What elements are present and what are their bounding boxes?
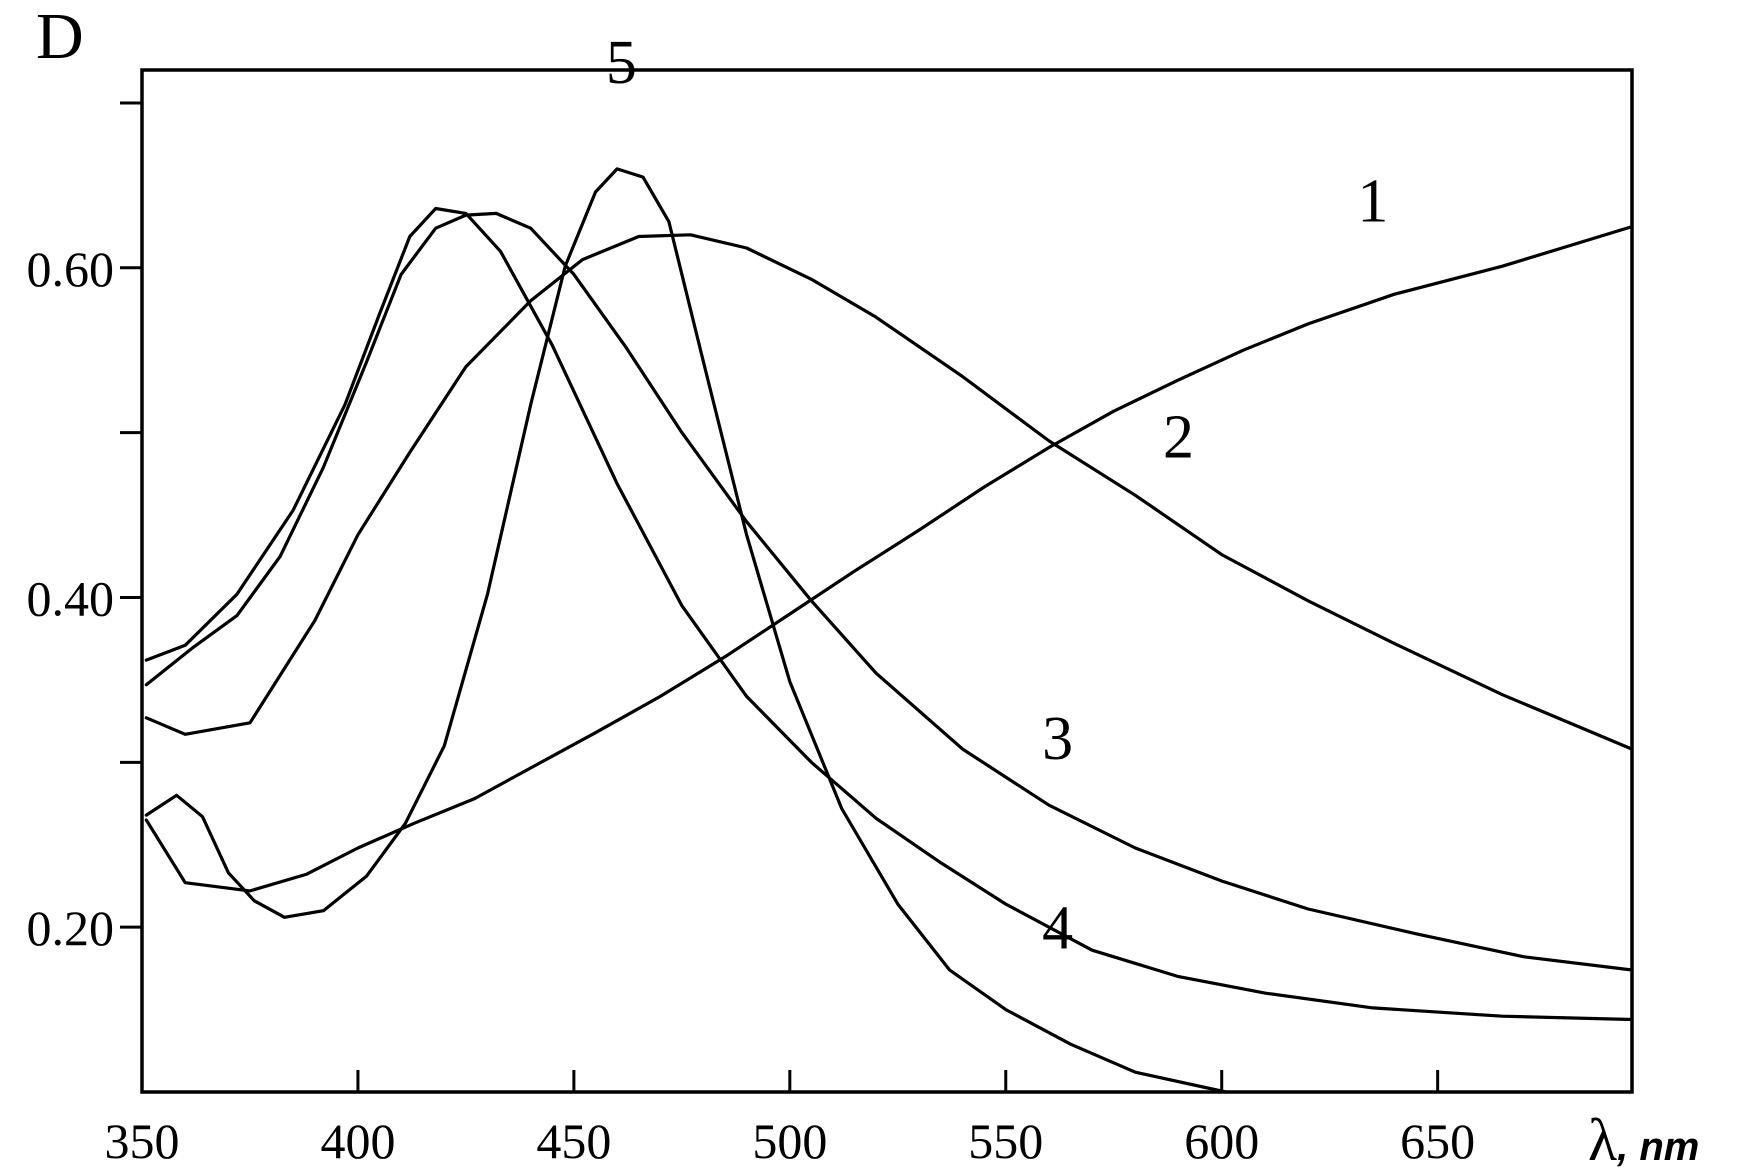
x-tick-label-350: 350 [105,1113,180,1169]
curve-5 [144,167,1228,1094]
y-axis-label: D [36,0,84,73]
x-tick-label-400: 400 [320,1113,395,1169]
curve-label-1: 1 [1357,168,1388,236]
x-axis-label-unit: , nm [1616,1125,1699,1169]
curve-label-4: 4 [1042,895,1073,963]
x-tick-label-600: 600 [1184,1113,1259,1169]
curve-label-3: 3 [1042,705,1073,773]
curve-2 [144,233,1634,751]
y-tick-label-0.40: 0.40 [27,570,115,626]
y-tick-label-0.20: 0.20 [27,900,115,956]
curve-3 [144,211,1634,972]
curve-label-2: 2 [1163,403,1194,471]
x-tick-label-650: 650 [1400,1113,1475,1169]
x-tick-label-500: 500 [752,1113,827,1169]
curve-1 [144,225,1634,893]
data-curves [144,167,1634,1094]
x-axis-label-symbol: λ [1588,1107,1617,1172]
curve-labels: 1 2 3 4 5 [606,29,1388,962]
curve-label-5: 5 [606,29,637,97]
axis-tick-labels: 350 400 450 500 550 600 650 0.20 0.40 0.60 [27,241,1476,1169]
curve-4 [144,206,1634,1022]
plot-frame [140,68,1634,1094]
y-tick-label-0.60: 0.60 [27,241,115,297]
x-tick-label-450: 450 [536,1113,611,1169]
axis-ticks [120,101,1440,1092]
x-tick-label-550: 550 [968,1113,1043,1169]
x-axis-label: λ, nm [1588,1107,1699,1172]
